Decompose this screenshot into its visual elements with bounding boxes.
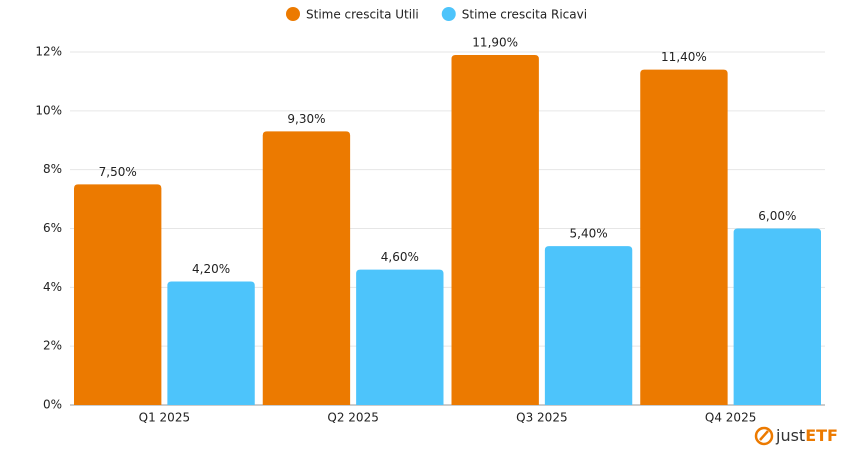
- value-label: 7,50%: [99, 165, 137, 179]
- y-tick-label: 4%: [43, 280, 62, 294]
- value-label: 11,90%: [472, 35, 518, 49]
- y-tick-label: 12%: [35, 45, 62, 59]
- value-label: 5,40%: [570, 227, 608, 241]
- value-label: 6,00%: [758, 209, 796, 223]
- legend-label: Stime crescita Utili: [306, 8, 419, 22]
- legend-marker: [286, 7, 300, 21]
- legend-label: Stime crescita Ricavi: [462, 8, 587, 22]
- value-label: 9,30%: [287, 112, 325, 126]
- y-tick-label: 8%: [43, 162, 62, 176]
- legend-marker: [441, 7, 456, 21]
- y-tick-label: 6%: [43, 221, 62, 235]
- x-tick-label: Q2 2025: [327, 411, 378, 425]
- bar: [356, 269, 444, 405]
- bar: [74, 184, 162, 405]
- value-label: 11,40%: [661, 50, 707, 64]
- y-tick-label: 0%: [43, 398, 62, 412]
- bar: [451, 54, 539, 406]
- bar: [262, 131, 351, 406]
- logo-etf: ETF: [805, 426, 838, 445]
- x-tick-label: Q3 2025: [516, 411, 567, 425]
- bar: [640, 69, 728, 406]
- value-label: 4,20%: [192, 262, 230, 276]
- bar: [167, 281, 255, 405]
- bar: [544, 246, 633, 405]
- logo-icon: [754, 426, 774, 446]
- watermark: justETF: [754, 426, 838, 446]
- y-tick-label: 2%: [43, 339, 62, 353]
- y-tick-label: 10%: [35, 103, 62, 117]
- logo-icon: [759, 430, 769, 441]
- x-tick-label: Q1 2025: [139, 411, 190, 425]
- bar: [733, 228, 821, 405]
- x-tick-label: Q4 2025: [705, 411, 756, 425]
- logo-text: justETF: [775, 426, 838, 445]
- logo-just: just: [775, 426, 805, 445]
- value-label: 4,60%: [381, 250, 419, 264]
